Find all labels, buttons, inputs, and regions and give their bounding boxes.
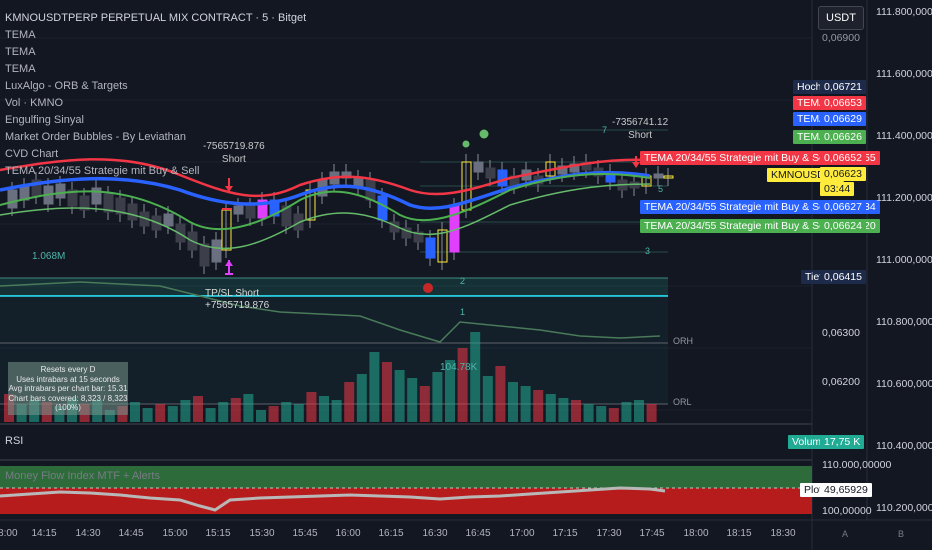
time-tick-label: 14:30 [75, 528, 101, 539]
time-tick-label: 17:15 [552, 528, 578, 539]
target-label: 3 [645, 246, 651, 256]
time-tick-label: 17:45 [639, 528, 665, 539]
legend-item[interactable]: CVD Chart [5, 148, 59, 160]
time-tick-label: 18:30 [770, 528, 796, 539]
plot-name-label: Plot [800, 483, 827, 497]
time-tick-label: 18:00 [0, 528, 18, 539]
time-tick-label: 18:15 [726, 528, 752, 539]
high-value-label: 0,06721 [820, 80, 866, 94]
tpsl-annotation: TP/SL Short +7565719.876 [205, 288, 270, 311]
time-tick-label: 16:00 [335, 528, 361, 539]
tema1-value-label: 0,06653 [820, 96, 866, 110]
legend-item[interactable]: Vol · KMNO [5, 97, 64, 109]
indicator-legend: KMNOUSDTPERP PERPETUAL MIX CONTRACT · 5 … [5, 10, 306, 180]
high-name-label: Hoch [793, 80, 826, 94]
axis-log-toggle[interactable]: B [898, 529, 905, 539]
legend-item[interactable]: Market Order Bubbles - By Leviathan [5, 131, 186, 143]
tema20-strategy-label: TEMA 20/34/55 Strategie mit Buy & Sell:T… [640, 219, 880, 233]
target-label: 1 [460, 307, 466, 317]
orb-high-label: ORH [673, 336, 693, 346]
volume-label: 104.78K [440, 362, 478, 373]
time-tick-label: 14:45 [118, 528, 144, 539]
plot-value-label: 49,65929 [820, 483, 872, 497]
low-value-label: 0,06415 [820, 270, 866, 284]
tema-lines [0, 158, 651, 250]
order-bubbles [423, 129, 489, 293]
symbol-title[interactable]: KMNOUSDTPERP PERPETUAL MIX CONTRACT · 5 … [5, 12, 307, 24]
short-annotation-1: -7565719.876 Short [203, 141, 265, 165]
tema34-value-label: 0,06627 [820, 200, 866, 214]
time-tick-label: 14:15 [31, 528, 57, 539]
time-tick-label: 17:00 [509, 528, 535, 539]
orb-low-label: ORL [673, 397, 692, 407]
tema55-value-label: 0,06652 [820, 151, 866, 165]
target-label: 2 [460, 276, 466, 286]
time-tick-label: 15:45 [292, 528, 318, 539]
signal-markers [222, 156, 640, 275]
time-tick-label: 17:30 [596, 528, 622, 539]
low-name-label: Tief [801, 270, 827, 284]
legend-item[interactable]: TEMA [5, 63, 36, 75]
target-label: 5 [658, 184, 664, 194]
time-tick-label: 16:30 [422, 528, 448, 539]
time-tick-label: 15:00 [162, 528, 188, 539]
short-annotation-2: -7356741.12 Short [612, 117, 669, 141]
currency-button[interactable]: USDT [818, 6, 864, 30]
legend-item[interactable]: TEMA [5, 46, 36, 58]
time-tick-label: 15:15 [205, 528, 231, 539]
mfi-pane [0, 466, 812, 514]
cvd-line [0, 281, 661, 343]
axis-auto-toggle[interactable]: A [842, 529, 849, 539]
tema3-value-label: 0,06626 [820, 130, 866, 144]
legend-item[interactable]: TEMA 20/34/55 Strategie mit Buy & Sell [5, 165, 200, 177]
legend-item[interactable]: TEMA [5, 29, 36, 41]
volume-label: 1.068M [32, 251, 66, 262]
legend-item[interactable]: LuxAlgo - ORB & Targets [5, 80, 128, 92]
countdown-label: 03:44 [820, 182, 855, 196]
tema20-value-label: 0,06624 [820, 219, 866, 233]
tema55-strategy-label: TEMA 20/34/55 Strategie mit Buy & Sell:T… [640, 151, 880, 165]
time-tick-label: 16:15 [378, 528, 404, 539]
time-tick-label: 18:00 [683, 528, 709, 539]
tema2-value-label: 0,06629 [820, 112, 866, 126]
rsi-pane-title[interactable]: RSI [5, 435, 24, 447]
last-price-label: 0,06623 [820, 167, 866, 181]
target-label: 7 [602, 125, 608, 135]
intrabar-info-box: Resets every D Uses intrabars at 15 seco… [8, 362, 128, 415]
time-tick-label: 15:30 [249, 528, 275, 539]
time-tick-label: 16:45 [465, 528, 491, 539]
volume-value-label: 17,75 K [820, 435, 865, 449]
mfi-pane-title[interactable]: Money Flow Index MTF + Alerts [5, 470, 160, 482]
tema34-strategy-label: TEMA 20/34/55 Strategie mit Buy & Sell:T… [640, 200, 880, 214]
legend-item[interactable]: Engulfing Sinyal [5, 114, 84, 126]
